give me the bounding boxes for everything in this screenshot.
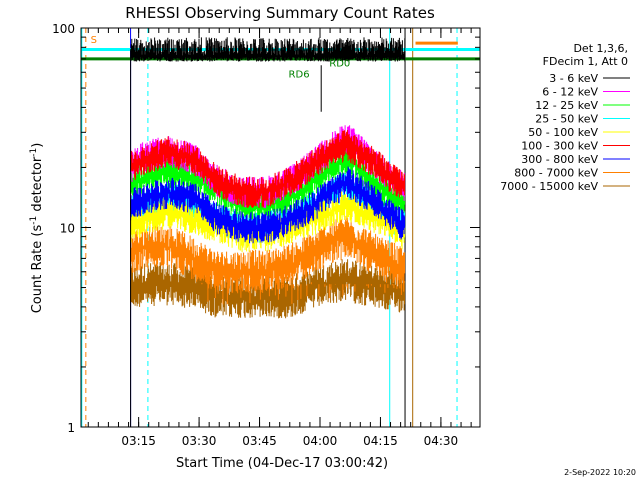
x-tick-label-3: 03:45 [242,434,277,448]
chart-title: RHESSI Observing Summary Count Rates [125,4,435,22]
annotation-3: RD6 [289,70,310,81]
x-tick-label-5: 04:15 [363,434,398,448]
y-axis-label-main: Count Rate (s [30,225,45,314]
timestamp: 2-Sep-2022 10:20 [564,468,636,477]
legend-label-5: 50 - 100 keV [528,126,598,139]
y-axis-label-mid: detector [30,156,45,216]
legend-label-9: 7000 - 15000 keV [500,180,598,193]
legend-label-4: 25 - 50 keV [535,113,598,126]
legend-label-7: 300 - 800 keV [521,153,598,166]
y-axis-label-end: ) [30,143,45,148]
legend-label-6: 100 - 300 keV [521,140,598,153]
x-axis-label: Start Time (04-Dec-17 03:00:42) [176,456,388,471]
series-dips-8 [201,281,402,305]
y-axis-label-sup1: -1 [29,216,39,225]
legend-header-line-2: FDecim 1, Att 0 [543,55,628,68]
legend-label-3: 12 - 25 keV [535,99,598,112]
y-axis-label-sup2: -1 [29,148,39,157]
x-tick-label-4: 04:00 [303,434,338,448]
legend-label-2: 6 - 12 keV [542,86,598,99]
x-tick-label-1: 03:15 [121,434,156,448]
y-tick-label-3: 100 [52,22,75,36]
y-tick-label-1: 1 [67,421,75,435]
x-tick-label-6: 04:30 [424,434,459,448]
legend-label-8: 800 - 7000 keV [514,167,598,180]
y-axis: 1 10 100 [52,22,480,435]
x-axis: 03:15 03:30 03:45 04:00 04:15 04:30 [87,28,472,448]
series-trace-1 [130,37,406,427]
annotation-1: S [91,35,97,46]
x-tick-label-2: 03:30 [182,434,217,448]
annotation-2: RD0 [329,59,350,70]
legend-header-line-1: Det 1,3,6, [573,42,628,55]
y-tick-label-2: 10 [60,222,75,236]
y-axis-label: Count Rate (s-1 detector-1) [29,143,45,314]
legend-label-1: 3 - 6 keV [549,72,598,85]
